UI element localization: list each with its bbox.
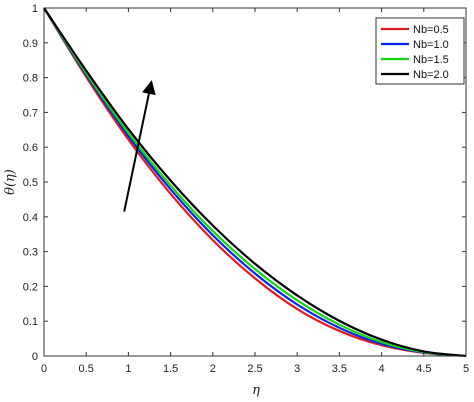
x-tick-label: 3.5 <box>332 363 347 375</box>
legend-label-2: Nb=1.0 <box>413 39 449 51</box>
series-line-4 <box>43 7 467 358</box>
y-tick-label: 0.4 <box>23 212 38 224</box>
x-tick-label: 1.5 <box>163 363 178 375</box>
x-tick-label: 0 <box>41 363 47 375</box>
y-tick-label: 0.5 <box>23 177 38 189</box>
series-line-3 <box>43 7 467 358</box>
x-tick-label: 4 <box>379 363 385 375</box>
y-tick-label: 0.2 <box>23 281 38 293</box>
x-axis-label: η <box>252 383 260 398</box>
y-tick-label: 0.9 <box>23 38 38 50</box>
legend: Nb=0.5 Nb=1.0 Nb=1.5 Nb=2.0 <box>375 17 465 85</box>
series-layer <box>43 7 467 358</box>
x-tick-label: 0.5 <box>79 363 94 375</box>
y-tick-label: 0.6 <box>23 142 38 154</box>
legend-label-1: Nb=0.5 <box>413 24 449 36</box>
legend-label-4: Nb=2.0 <box>413 69 449 81</box>
x-tick-label: 4.5 <box>416 363 431 375</box>
legend-label-3: Nb=1.5 <box>413 54 449 66</box>
y-tick-label: 0.1 <box>23 316 38 328</box>
trend-arrow <box>123 80 156 212</box>
x-tick-label: 2 <box>210 363 216 375</box>
y-tick-label: 1 <box>32 3 38 15</box>
x-tick-label: 3 <box>294 363 300 375</box>
annotation-layer <box>123 80 156 212</box>
y-tick-label: 0.3 <box>23 247 38 259</box>
x-tick-label: 2.5 <box>247 363 262 375</box>
series-line-2 <box>43 7 467 358</box>
y-tick-label: 0.8 <box>23 73 38 85</box>
axes-layer: 0 0.5 1 1.5 2 2.5 3 3.5 4 4.5 5 0 0.1 0.2 0.3 0.4 0.5 0.6… <box>23 3 469 375</box>
y-tick-label: 0.7 <box>23 107 38 119</box>
x-tick-label: 5 <box>463 363 469 375</box>
y-tick-label: 0 <box>32 351 38 363</box>
x-tick-label: 1 <box>125 363 131 375</box>
y-axis-label: θ(η) <box>3 169 18 195</box>
